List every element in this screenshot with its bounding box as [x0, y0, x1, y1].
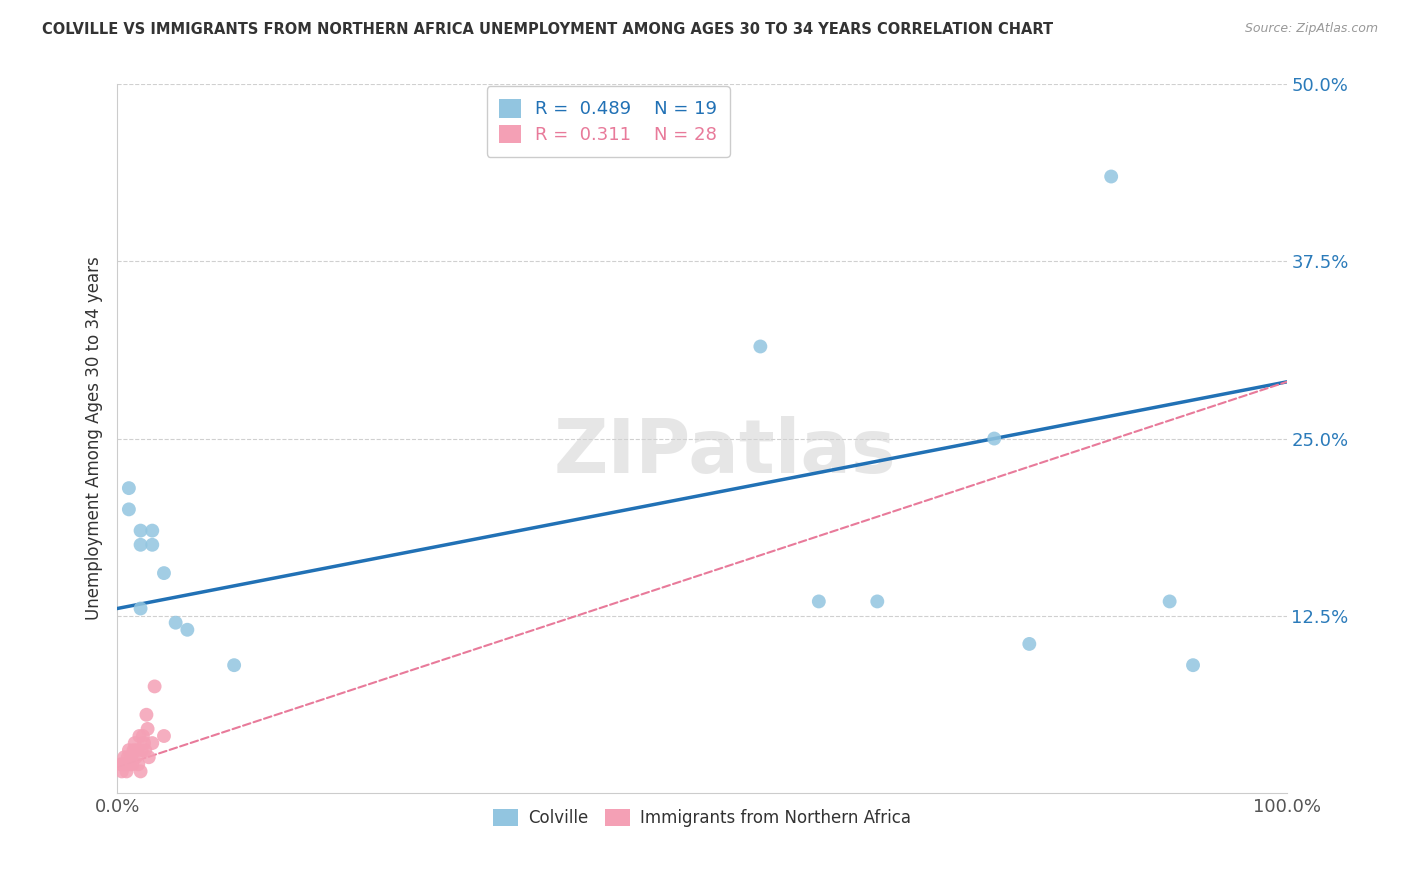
Point	[983, 432, 1005, 446]
Point	[125, 743, 148, 757]
Point	[110, 757, 132, 772]
Point	[129, 538, 152, 552]
Point	[129, 601, 152, 615]
Point	[129, 524, 152, 538]
Point	[141, 538, 163, 552]
Point	[807, 594, 830, 608]
Point	[224, 658, 246, 673]
Point	[118, 502, 141, 516]
Point	[135, 707, 157, 722]
Point	[134, 743, 156, 757]
Text: Source: ZipAtlas.com: Source: ZipAtlas.com	[1244, 22, 1378, 36]
Point	[111, 764, 134, 779]
Point	[143, 680, 166, 694]
Point	[112, 750, 135, 764]
Point	[132, 736, 155, 750]
Point	[131, 743, 153, 757]
Point	[132, 729, 155, 743]
Text: ZIPatlas: ZIPatlas	[554, 417, 897, 489]
Point	[749, 339, 772, 353]
Point	[1182, 658, 1205, 673]
Point	[129, 764, 152, 779]
Point	[121, 757, 143, 772]
Point	[141, 524, 163, 538]
Point	[118, 481, 141, 495]
Point	[125, 750, 148, 764]
Point	[153, 566, 176, 580]
Point	[176, 623, 198, 637]
Point	[128, 729, 150, 743]
Point	[1099, 169, 1122, 184]
Point	[122, 743, 145, 757]
Y-axis label: Unemployment Among Ages 30 to 34 years: Unemployment Among Ages 30 to 34 years	[86, 257, 103, 621]
Text: COLVILLE VS IMMIGRANTS FROM NORTHERN AFRICA UNEMPLOYMENT AMONG AGES 30 TO 34 YEA: COLVILLE VS IMMIGRANTS FROM NORTHERN AFR…	[42, 22, 1053, 37]
Point	[866, 594, 889, 608]
Point	[165, 615, 187, 630]
Point	[1159, 594, 1181, 608]
Point	[117, 750, 139, 764]
Point	[141, 736, 163, 750]
Point	[127, 757, 149, 772]
Legend: Colville, Immigrants from Northern Africa: Colville, Immigrants from Northern Afric…	[486, 803, 918, 834]
Point	[1018, 637, 1040, 651]
Point	[138, 750, 160, 764]
Point	[118, 743, 141, 757]
Point	[115, 764, 138, 779]
Point	[112, 757, 135, 772]
Point	[153, 729, 176, 743]
Point	[136, 722, 159, 736]
Point	[114, 757, 136, 772]
Point	[118, 757, 141, 772]
Point	[124, 736, 146, 750]
Point	[120, 750, 142, 764]
